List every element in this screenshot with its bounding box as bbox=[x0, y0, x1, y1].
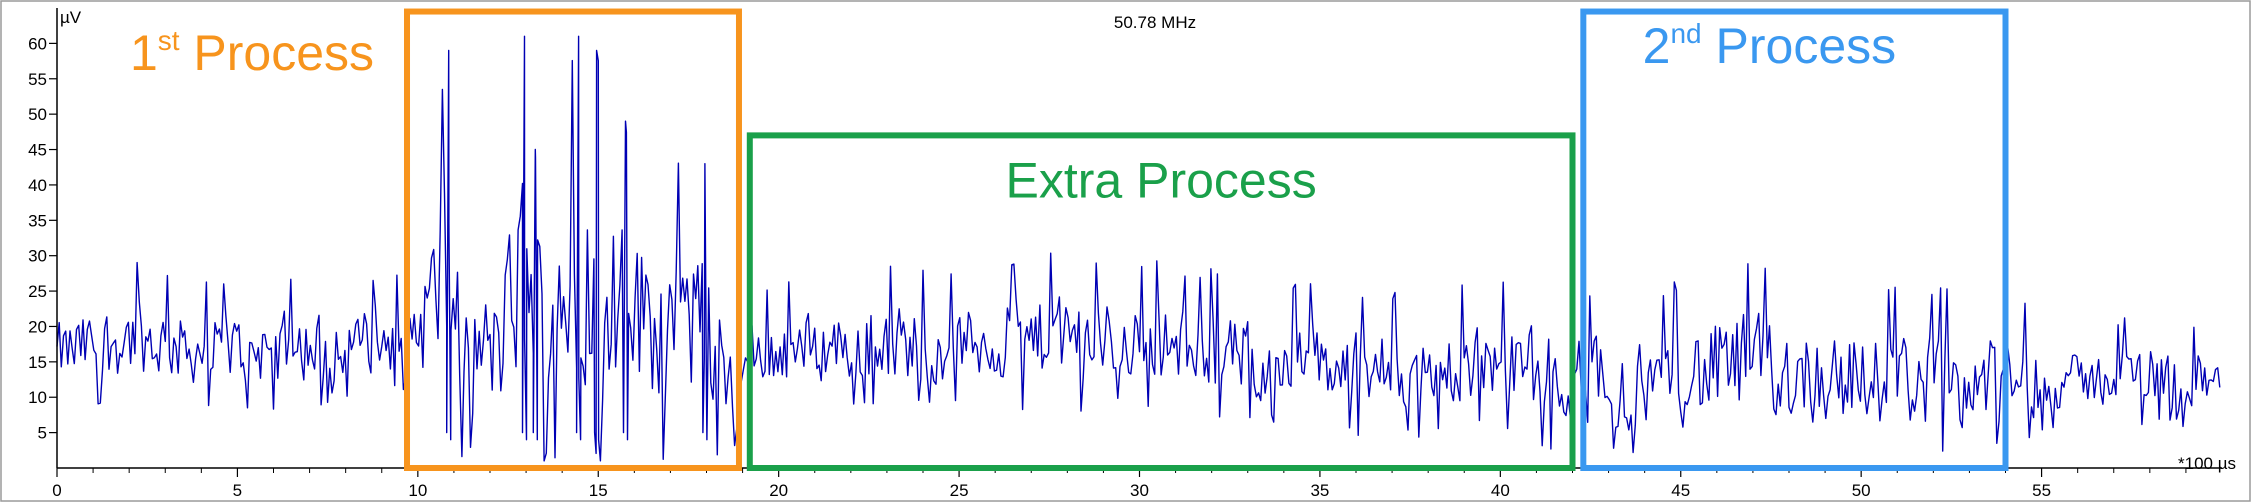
chart-title: 50.78 MHz bbox=[1114, 13, 1196, 32]
annotation-box-1 bbox=[404, 8, 742, 472]
annotation-label-3: 2nd Process bbox=[1643, 18, 1896, 74]
y-tick-label: 10 bbox=[28, 388, 47, 407]
y-tick-label: 35 bbox=[28, 211, 47, 230]
signal-series-line bbox=[56, 35, 2221, 462]
y-tick-label: 5 bbox=[38, 424, 47, 443]
y-tick-label: 25 bbox=[28, 282, 47, 301]
x-tick-label: 15 bbox=[589, 481, 608, 500]
y-unit-label: µV bbox=[60, 8, 82, 27]
signal-layer bbox=[56, 35, 2221, 462]
y-tick-label: 45 bbox=[28, 141, 47, 160]
x-tick-label: 40 bbox=[1491, 481, 1510, 500]
x-tick-label: 0 bbox=[52, 481, 61, 500]
x-tick-label: 45 bbox=[1671, 481, 1690, 500]
x-tick-label: 20 bbox=[769, 481, 788, 500]
x-tick-label: 55 bbox=[2032, 481, 2051, 500]
x-tick-label: 30 bbox=[1130, 481, 1149, 500]
annotation-label-1: 1st Process bbox=[130, 25, 374, 81]
y-tick-label: 50 bbox=[28, 105, 47, 124]
annotation-box-2 bbox=[746, 132, 1576, 471]
annotation-layer: 1st Process Extra Process 2nd Process bbox=[130, 8, 2009, 472]
annotation-box-3 bbox=[1580, 8, 2009, 472]
x-tick-label: 25 bbox=[950, 481, 969, 500]
annotation-label-2: Extra Process bbox=[1006, 152, 1317, 208]
x-unit-label: *100 µs bbox=[2178, 454, 2236, 473]
y-tick-label: 40 bbox=[28, 176, 47, 195]
x-tick-label: 5 bbox=[233, 481, 242, 500]
x-tick-label: 35 bbox=[1310, 481, 1329, 500]
x-tick-label: 10 bbox=[408, 481, 427, 500]
x-tick-label: 50 bbox=[1852, 481, 1871, 500]
y-tick-label: 55 bbox=[28, 70, 47, 89]
y-tick-label: 15 bbox=[28, 353, 47, 372]
y-tick-label: 20 bbox=[28, 317, 47, 336]
y-tick-label: 30 bbox=[28, 247, 47, 266]
y-tick-label: 60 bbox=[28, 34, 47, 53]
tick-layer: 0 5 10 15 20 25 30 35 40 45 50 55510152025303540455… bbox=[28, 34, 2187, 500]
